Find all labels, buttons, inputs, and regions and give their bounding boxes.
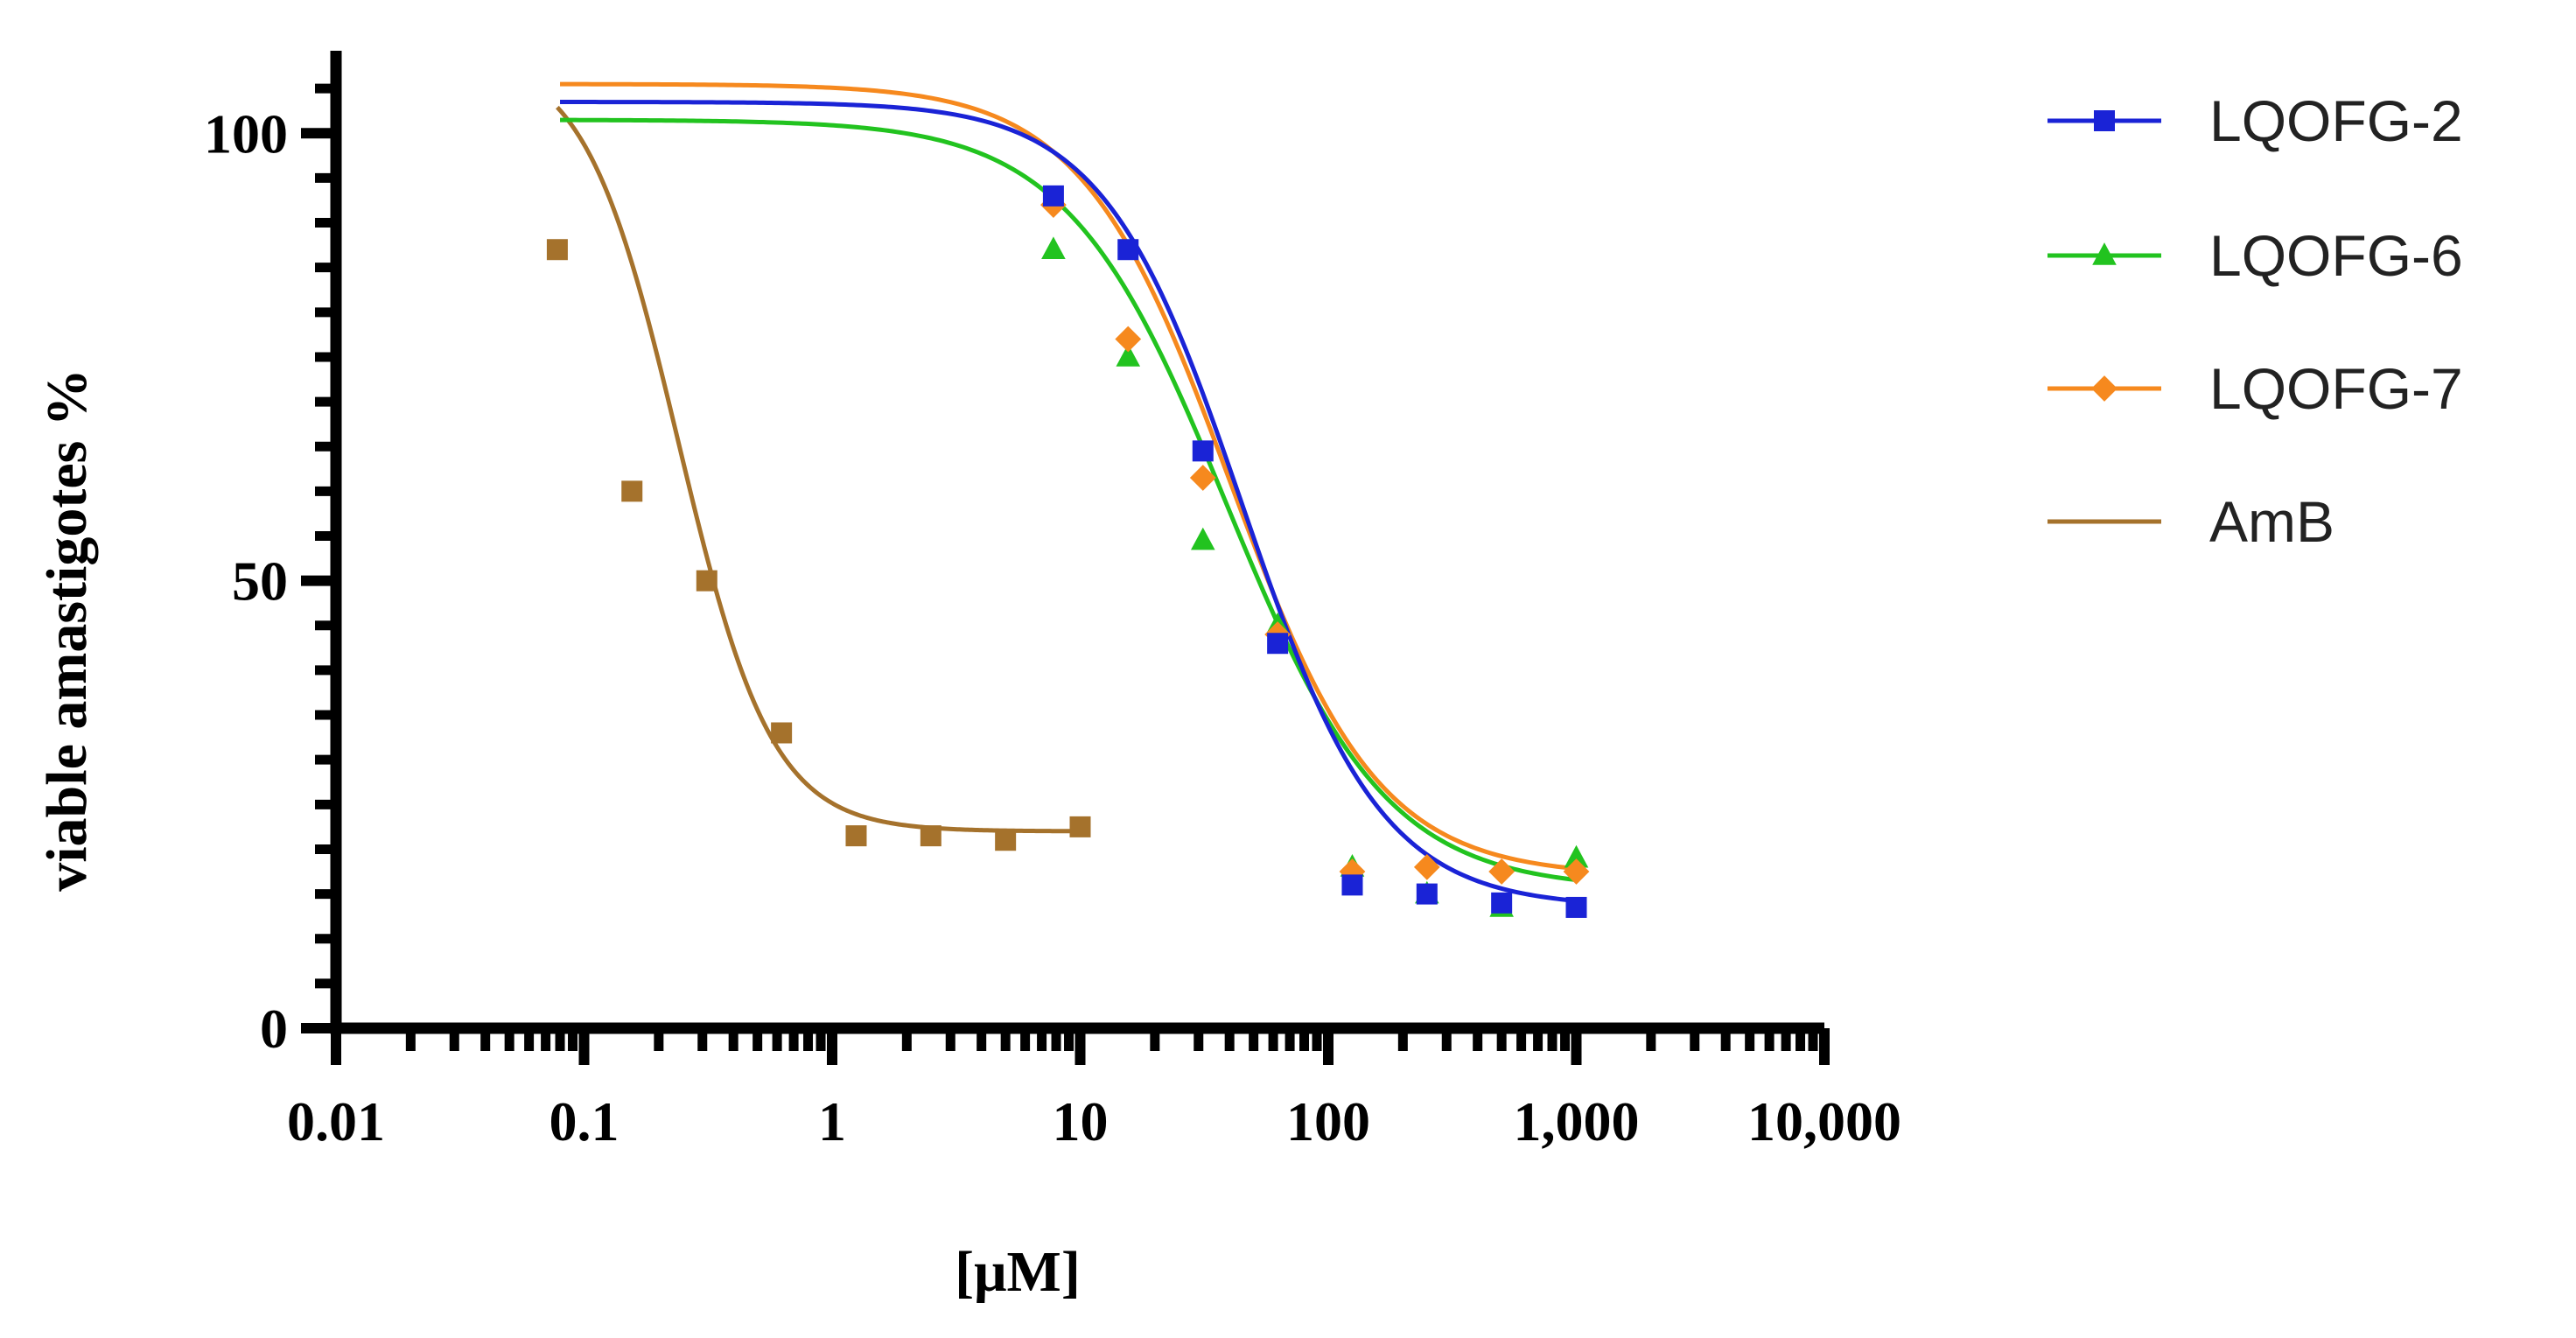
data-point-amb	[771, 722, 793, 744]
legend: LQOFG-2 LQOFG-6 LQOFG-7 AmB	[2048, 88, 2463, 554]
data-point-lqofg-2	[1565, 896, 1587, 918]
data-points	[546, 185, 1590, 918]
x-tick-label: 0.01	[287, 1090, 385, 1152]
data-point-lqofg-7	[1189, 465, 1216, 491]
y-tick-label: 0	[260, 998, 288, 1060]
y-axis-title: viable amastigotes %	[35, 368, 99, 892]
legend-label-lqofg-2: LQOFG-2	[2209, 88, 2463, 153]
x-tick-label: 0.1	[550, 1090, 620, 1152]
data-point-lqofg-2	[1491, 892, 1513, 914]
data-point-amb	[621, 480, 643, 502]
legend-marker-lqofg-2	[2094, 110, 2115, 131]
data-point-lqofg-7	[1563, 858, 1590, 885]
data-point-lqofg-6	[1041, 236, 1066, 260]
legend-marker-lqofg-7	[2091, 375, 2118, 402]
legend-marker-lqofg-6	[2092, 242, 2117, 265]
data-point-lqofg-2	[1416, 883, 1438, 905]
data-point-lqofg-2	[1267, 633, 1289, 655]
fit-curve-amb	[556, 105, 1081, 834]
x-tick-label: 10,000	[1747, 1090, 1901, 1152]
data-point-lqofg-2	[1117, 239, 1139, 261]
y-tick-label: 100	[204, 102, 288, 165]
data-point-lqofg-6	[1564, 844, 1589, 868]
legend-label-lqofg-7: LQOFG-7	[2209, 356, 2463, 421]
data-point-amb	[546, 239, 568, 261]
x-tick-label: 10	[1053, 1090, 1109, 1152]
data-point-lqofg-7	[1339, 858, 1366, 885]
y-tick-label: 50	[232, 550, 288, 613]
data-point-amb	[995, 830, 1017, 851]
data-point-lqofg-6	[1190, 527, 1215, 550]
data-point-lqofg-7	[1413, 854, 1440, 880]
fit-curves	[556, 81, 1577, 903]
legend-label-lqofg-6: LQOFG-6	[2209, 223, 2463, 288]
x-axis-title: [μM]	[955, 1240, 1081, 1304]
legend-label-amb: AmB	[2209, 489, 2334, 554]
data-point-lqofg-6	[1116, 344, 1141, 367]
fit-curve-lqofg-7	[560, 81, 1577, 872]
data-point-lqofg-2	[1042, 185, 1064, 207]
fit-curve-lqofg-6	[560, 117, 1577, 883]
data-point-amb	[1069, 816, 1091, 837]
data-point-lqofg-7	[1488, 858, 1516, 885]
data-point-lqofg-2	[1341, 874, 1363, 896]
data-point-amb	[696, 570, 718, 592]
x-tick-label: 1,000	[1514, 1090, 1640, 1152]
data-point-lqofg-7	[1115, 326, 1142, 353]
data-point-lqofg-2	[1192, 440, 1214, 462]
fit-curve-lqofg-2	[560, 100, 1577, 903]
x-tick-label: 100	[1286, 1090, 1370, 1152]
x-tick-label: 1	[818, 1090, 846, 1152]
axes: 0 50 100 0.01 0.1 1 10 100 1,000 10,000	[204, 51, 1901, 1152]
data-point-amb	[845, 825, 867, 847]
data-point-amb	[920, 825, 942, 847]
